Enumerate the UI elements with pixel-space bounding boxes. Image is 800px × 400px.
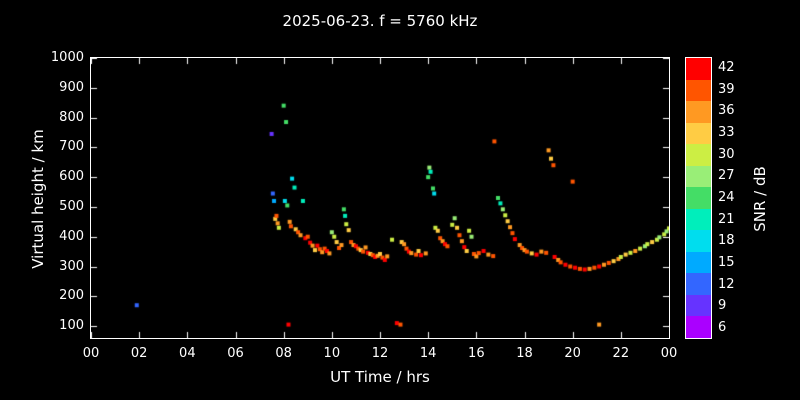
x-tick-label: 06 bbox=[227, 346, 244, 361]
x-tick-label: 12 bbox=[371, 346, 389, 361]
colorbar-tick-label: 30 bbox=[718, 146, 735, 162]
scatter-plot-canvas bbox=[91, 58, 669, 338]
x-tick-label: 20 bbox=[564, 346, 581, 361]
y-tick-label: 500 bbox=[59, 198, 84, 214]
colorbar-tick-label: 9 bbox=[718, 298, 727, 314]
colorbar-band bbox=[686, 273, 711, 295]
x-tick-label: 18 bbox=[516, 346, 533, 361]
x-tick-label: 14 bbox=[419, 346, 437, 361]
y-tick-label: 100 bbox=[59, 318, 84, 334]
colorbar-tick-label: 27 bbox=[718, 168, 735, 184]
x-tick-label: 08 bbox=[275, 346, 292, 361]
colorbar-band bbox=[686, 58, 711, 80]
colorbar-band bbox=[686, 144, 711, 166]
x-tick-label: 04 bbox=[179, 346, 196, 361]
x-tick-label: 22 bbox=[612, 346, 630, 361]
colorbar-band bbox=[686, 187, 711, 209]
colorbar-tick-label: 33 bbox=[718, 124, 735, 140]
colorbar-tick-label: 21 bbox=[718, 211, 735, 227]
y-tick-label: 300 bbox=[59, 258, 84, 274]
colorbar-axis-label: SNR / dB bbox=[751, 166, 769, 232]
colorbar-tick-label: 39 bbox=[718, 81, 735, 97]
x-tick-label: 00 bbox=[660, 346, 678, 361]
colorbar-tick-label: 24 bbox=[718, 190, 735, 205]
colorbar-band bbox=[686, 208, 711, 231]
colorbar-band bbox=[686, 122, 711, 145]
colorbar-band bbox=[686, 165, 711, 188]
colorbar-tick-label: 15 bbox=[718, 255, 735, 271]
colorbar-band bbox=[686, 101, 711, 123]
colorbar bbox=[685, 57, 712, 339]
y-tick-label: 600 bbox=[59, 169, 84, 185]
colorbar-tick-label: 6 bbox=[718, 320, 727, 336]
x-axis-label: UT Time / hrs bbox=[330, 368, 430, 386]
colorbar-band bbox=[686, 79, 711, 102]
colorbar-band bbox=[686, 230, 711, 252]
y-tick-label: 800 bbox=[59, 109, 84, 125]
y-tick-label: 700 bbox=[59, 139, 84, 155]
x-tick-label: 10 bbox=[323, 346, 341, 361]
x-tick-label: 00 bbox=[82, 346, 100, 361]
colorbar-tick-label: 42 bbox=[718, 59, 735, 75]
x-tick-label: 02 bbox=[130, 346, 148, 361]
plot-frame bbox=[90, 57, 670, 339]
chart-title: 2025-06-23. f = 5760 kHz bbox=[282, 12, 478, 30]
colorbar-band bbox=[686, 251, 711, 274]
colorbar-band bbox=[686, 316, 711, 338]
y-tick-label: 400 bbox=[59, 228, 84, 244]
y-tick-label: 1000 bbox=[50, 50, 84, 65]
y-tick-label: 900 bbox=[59, 79, 84, 95]
colorbar-band bbox=[686, 294, 711, 317]
colorbar-tick-label: 12 bbox=[718, 276, 735, 292]
x-tick-label: 16 bbox=[468, 346, 485, 361]
colorbar-tick-label: 36 bbox=[718, 103, 735, 119]
y-tick-label: 200 bbox=[59, 288, 84, 304]
colorbar-tick-label: 18 bbox=[718, 233, 735, 249]
